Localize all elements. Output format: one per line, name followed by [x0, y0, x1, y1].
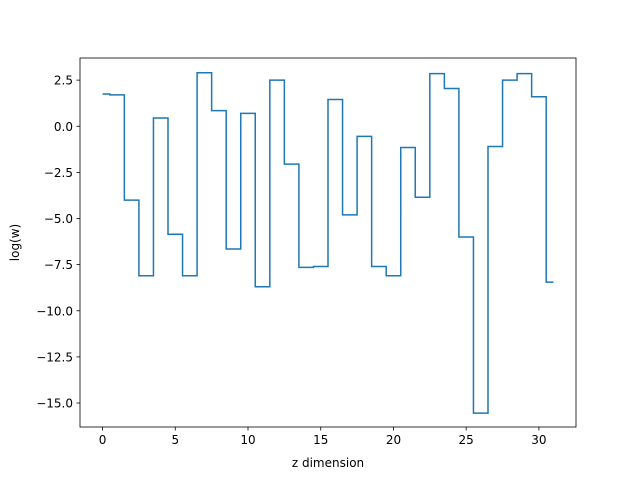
y-tick-label: −2.5 — [44, 166, 73, 180]
y-axis-label: log(w) — [8, 224, 22, 261]
y-tick-label: −5.0 — [44, 212, 73, 226]
x-axis: 0 5 10 15 20 25 30 — [99, 427, 547, 447]
plot-frame — [79, 57, 577, 428]
y-tick-label: 2.5 — [54, 74, 73, 88]
y-tick-label: −15.0 — [36, 397, 73, 411]
x-tick-label: 30 — [531, 433, 546, 447]
series-line — [102, 72, 554, 414]
x-tick-label: 0 — [99, 433, 107, 447]
y-tick-label: −7.5 — [44, 258, 73, 272]
series-layer — [102, 72, 554, 414]
x-tick-label: 5 — [171, 433, 179, 447]
x-tick-label: 25 — [459, 433, 474, 447]
y-tick-label: −10.0 — [36, 304, 73, 318]
y-tick-label: 0.0 — [54, 120, 73, 134]
x-tick-label: 10 — [240, 433, 255, 447]
x-tick-label: 15 — [313, 433, 328, 447]
y-tick-label: −12.5 — [36, 350, 73, 364]
x-tick-label: 20 — [386, 433, 401, 447]
x-axis-label: z dimension — [292, 456, 364, 470]
y-axis: 2.5 0.0 −2.5 −5.0 −7.5 −10.0 −12.5 −15.0 — [36, 74, 80, 411]
